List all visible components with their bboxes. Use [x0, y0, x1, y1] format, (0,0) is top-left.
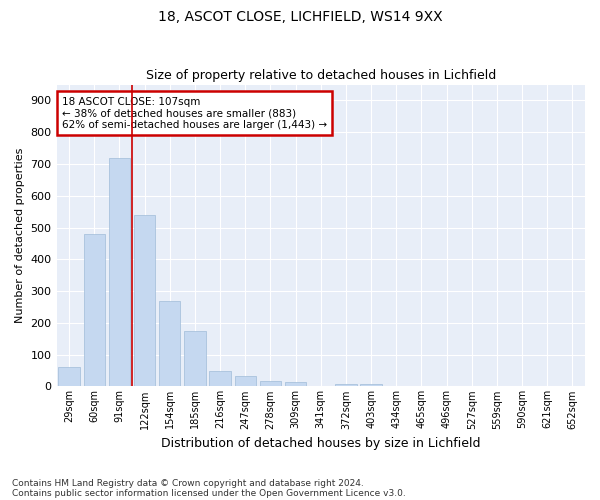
Text: 18 ASCOT CLOSE: 107sqm
← 38% of detached houses are smaller (883)
62% of semi-de: 18 ASCOT CLOSE: 107sqm ← 38% of detached… — [62, 96, 327, 130]
Bar — [83, 234, 105, 386]
Text: Contains public sector information licensed under the Open Government Licence v3: Contains public sector information licen… — [12, 488, 406, 498]
Y-axis label: Number of detached properties: Number of detached properties — [15, 148, 25, 323]
Bar — [335, 384, 356, 386]
Text: Contains HM Land Registry data © Crown copyright and database right 2024.: Contains HM Land Registry data © Crown c… — [12, 478, 364, 488]
Title: Size of property relative to detached houses in Lichfield: Size of property relative to detached ho… — [146, 69, 496, 82]
Bar — [58, 368, 80, 386]
Bar — [209, 372, 231, 386]
Bar — [159, 300, 181, 386]
Bar — [285, 382, 307, 386]
Bar — [361, 384, 382, 386]
X-axis label: Distribution of detached houses by size in Lichfield: Distribution of detached houses by size … — [161, 437, 481, 450]
Bar — [235, 376, 256, 386]
Text: 18, ASCOT CLOSE, LICHFIELD, WS14 9XX: 18, ASCOT CLOSE, LICHFIELD, WS14 9XX — [158, 10, 442, 24]
Bar — [260, 380, 281, 386]
Bar — [184, 331, 206, 386]
Bar — [134, 215, 155, 386]
Bar — [109, 158, 130, 386]
